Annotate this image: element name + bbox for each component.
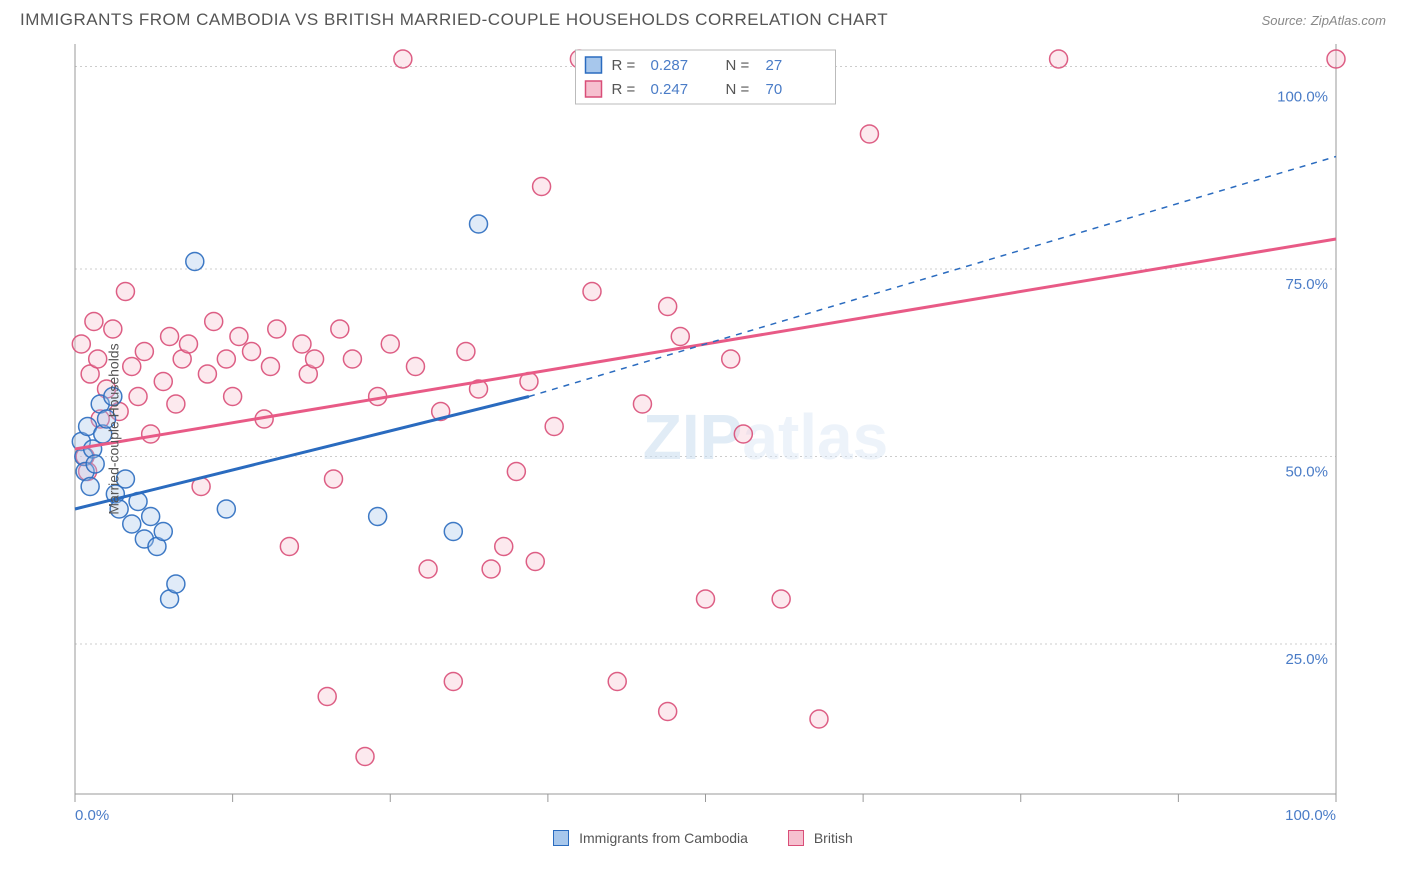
data-point (394, 50, 412, 68)
stat-r-value: 0.287 (651, 57, 689, 74)
legend-label-cambodia: Immigrants from Cambodia (579, 830, 748, 846)
data-point (123, 358, 141, 376)
data-point (507, 463, 525, 481)
data-point (135, 343, 153, 361)
data-point (243, 343, 261, 361)
stat-n-label: N = (726, 81, 750, 98)
data-point (230, 328, 248, 346)
source-label: Source: (1262, 13, 1307, 28)
legend-label-british: British (814, 830, 853, 846)
data-point (608, 673, 626, 691)
y-tick-label: 75.0% (1285, 276, 1328, 293)
data-point (123, 515, 141, 533)
data-point (306, 350, 324, 368)
data-point (356, 748, 374, 766)
data-point (381, 335, 399, 353)
data-point (860, 125, 878, 143)
data-point (280, 538, 298, 556)
x-tick-label: 100.0% (1285, 807, 1336, 824)
data-point (154, 523, 172, 541)
data-point (186, 253, 204, 271)
data-point (85, 313, 103, 331)
legend-swatch-cambodia (553, 830, 569, 846)
data-point (495, 538, 513, 556)
stat-n-value: 27 (766, 57, 783, 74)
bottom-legend: Immigrants from Cambodia British (20, 830, 1386, 846)
data-point (72, 335, 90, 353)
trendline-cambodia (75, 397, 529, 510)
data-point (167, 395, 185, 413)
data-point (810, 710, 828, 728)
stat-r-label: R = (612, 81, 636, 98)
data-point (161, 328, 179, 346)
legend-swatch-british (788, 830, 804, 846)
stat-legend-swatch (586, 57, 602, 73)
data-point (1050, 50, 1068, 68)
data-point (198, 365, 216, 383)
data-point (331, 320, 349, 338)
data-point (444, 523, 462, 541)
chart-source: Source: ZipAtlas.com (1262, 12, 1386, 30)
data-point (129, 388, 147, 406)
y-tick-label: 50.0% (1285, 464, 1328, 481)
data-point (217, 350, 235, 368)
data-point (268, 320, 286, 338)
data-point (406, 358, 424, 376)
stat-r-value: 0.247 (651, 81, 689, 98)
data-point (81, 478, 99, 496)
data-point (1327, 50, 1345, 68)
legend-item-cambodia: Immigrants from Cambodia (553, 830, 748, 846)
data-point (772, 590, 790, 608)
data-point (444, 673, 462, 691)
stat-r-label: R = (612, 57, 636, 74)
data-point (217, 500, 235, 518)
data-point (261, 358, 279, 376)
chart-area: Married-couple Households ZIPatlas 0.0% 10… (20, 34, 1386, 824)
y-tick-label: 25.0% (1285, 651, 1328, 668)
data-point (545, 418, 563, 436)
data-point (659, 703, 677, 721)
data-point (86, 455, 104, 473)
data-point (659, 298, 677, 316)
data-point (89, 350, 107, 368)
stat-legend-swatch (586, 81, 602, 97)
source-value: ZipAtlas.com (1311, 13, 1386, 28)
data-point (154, 373, 172, 391)
watermark: ZIPatlas (643, 401, 888, 473)
data-point (457, 343, 475, 361)
data-point (318, 688, 336, 706)
data-point (104, 320, 122, 338)
y-axis-label: Married-couple Households (106, 343, 122, 514)
data-point (526, 553, 544, 571)
data-point (343, 350, 361, 368)
data-point (583, 283, 601, 301)
data-point (293, 335, 311, 353)
data-point (470, 215, 488, 233)
data-point (205, 313, 223, 331)
data-point (116, 283, 134, 301)
data-point (671, 328, 689, 346)
data-point (722, 350, 740, 368)
stat-n-value: 70 (766, 81, 783, 98)
data-point (167, 575, 185, 593)
data-point (179, 335, 197, 353)
y-tick-label: 100.0% (1277, 89, 1328, 106)
data-point (533, 178, 551, 196)
data-point (142, 508, 160, 526)
data-point (633, 395, 651, 413)
stat-n-label: N = (726, 57, 750, 74)
chart-title: IMMIGRANTS FROM CAMBODIA VS BRITISH MARR… (20, 10, 888, 30)
data-point (419, 560, 437, 578)
data-point (224, 388, 242, 406)
data-point (734, 425, 752, 443)
scatter-chart-svg: ZIPatlas 0.0% 100.0% 25.0% 50.0% 75.0% 100.0% R… (20, 34, 1386, 824)
x-tick-label: 0.0% (75, 807, 109, 824)
trendline-cambodia-ext (529, 157, 1336, 397)
data-point (482, 560, 500, 578)
data-point (369, 508, 387, 526)
data-point (325, 470, 343, 488)
legend-item-british: British (788, 830, 853, 846)
data-point (697, 590, 715, 608)
